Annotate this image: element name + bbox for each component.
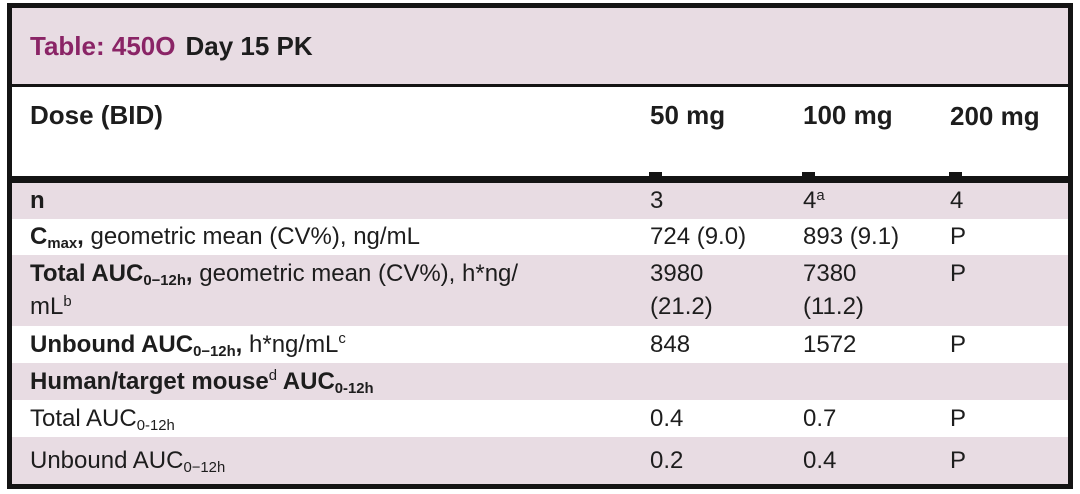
dose-label: Dose (BID) <box>30 100 163 130</box>
row-value-col3: P <box>950 330 967 358</box>
row-value-col2: 893 (9.1) <box>803 223 900 250</box>
table-row-total-auc-geomean: Total AUC0−12h, geometric mean (CV%), h*… <box>12 255 1068 326</box>
row-value-col1: 0.4 <box>650 404 684 432</box>
row-label: Total AUC0-12h <box>30 404 175 434</box>
row-value-col1: 724 (9.0) <box>650 223 747 250</box>
row-value-col2: 0.4 <box>803 446 837 474</box>
column-header-dose: Dose (BID) <box>12 100 650 176</box>
row-value-col1: 0.2 <box>650 446 684 474</box>
row-value-col2: 4a <box>803 187 825 214</box>
column-tick-1 <box>649 172 662 176</box>
row-value-col1: 3980 (21.2) <box>650 260 713 320</box>
row-value-col3: P <box>950 446 967 474</box>
row-value-col1: 3 <box>650 187 664 214</box>
row-label: Cmax, geometric mean (CV%), ng/mL <box>30 223 420 253</box>
row-value-col3: P <box>950 404 967 432</box>
table-title-bar: Table: 450O Day 15 PK <box>12 8 1068 87</box>
column-tick-3 <box>949 172 962 176</box>
table-body: n 3 4a 4 Cmax, geometric mean (CV%), ng/mL 72… <box>12 183 1068 484</box>
table-row-cmax: Cmax, geometric mean (CV%), ng/mL 724 (9.… <box>12 219 1068 255</box>
column-header-row: Dose (BID) 50 mg 100 mg 200 mg <box>12 87 1068 183</box>
row-value-col3: P <box>950 223 967 250</box>
row-value-col2: 1572 <box>803 330 857 358</box>
table-row-human-target-mouse-section: Human/target moused AUC0-12h <box>12 363 1068 400</box>
table-row-n: n 3 4a 4 <box>12 183 1068 219</box>
table-title-tag: Table: 450O <box>30 30 176 61</box>
column-header-100mg: 100 mg <box>803 100 893 130</box>
table-row-ratio-total-auc: Total AUC0-12h 0.4 0.7 P <box>12 400 1068 437</box>
row-value-col2: 0.7 <box>803 404 837 432</box>
row-label: Unbound AUC0−12h <box>30 446 226 476</box>
row-label: Total AUC0−12h, geometric mean (CV%), h*… <box>30 260 519 320</box>
row-value-col3: P <box>950 260 967 287</box>
table-row-ratio-unbound-auc: Unbound AUC0−12h 0.2 0.4 P <box>12 437 1068 484</box>
row-label: n <box>30 187 45 214</box>
row-value-col3: 4 <box>950 187 964 214</box>
row-label: Unbound AUC0−12h, h*ng/mLc <box>30 330 346 360</box>
row-value-col1: 848 <box>650 330 691 358</box>
table-row-unbound-auc: Unbound AUC0−12h, h*ng/mLc 848 1572 P <box>12 326 1068 363</box>
column-tick-2 <box>802 172 815 176</box>
column-header-200mg: 200 mg <box>950 101 1040 131</box>
row-value-col2: 7380 (11.2) <box>803 260 864 320</box>
pk-table: Table: 450O Day 15 PK Dose (BID) 50 mg 1… <box>7 3 1073 489</box>
column-header-50mg: 50 mg <box>650 100 726 130</box>
row-label: Human/target moused AUC0-12h <box>30 367 374 397</box>
table-title-text: Day 15 PK <box>185 30 313 61</box>
